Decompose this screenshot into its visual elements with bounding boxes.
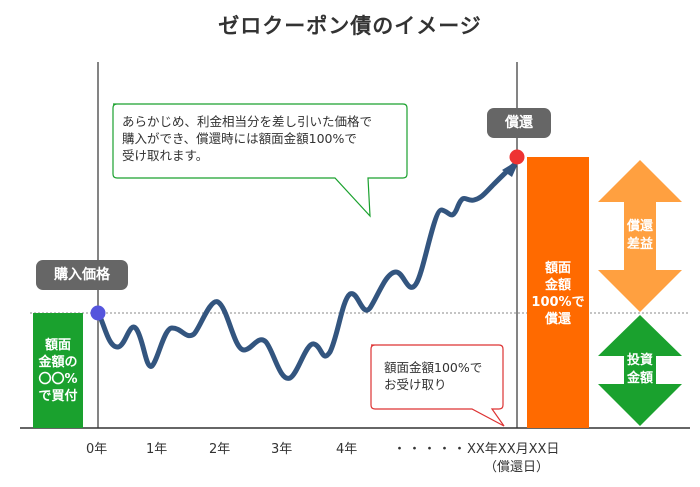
gain-arrow-label: 償還 差益	[620, 218, 660, 254]
redemption-label: 償還	[487, 108, 551, 138]
face-value-box: 額面 金額 100%で 償還	[527, 157, 589, 428]
purchase-dot	[90, 305, 106, 321]
face-box-line-4: 償還	[544, 312, 571, 327]
top-callout-bubble	[112, 103, 408, 218]
top-callout-text: あらかじめ、利金相当分を差し引いた価格で 購入ができ、償還時には額面金額100%…	[122, 113, 372, 164]
gain-label-line-2: 差益	[626, 237, 653, 252]
gain-label-line-1: 償還	[626, 219, 653, 234]
top-callout-line-1: あらかじめ、利金相当分を差し引いた価格で	[122, 114, 373, 129]
redemption-dot	[509, 149, 525, 165]
price-line	[95, 162, 517, 381]
purchase-price-label: 購入価格	[36, 260, 128, 290]
face-box-line-2: 金額	[544, 278, 571, 293]
buy-amount-box: 額面 金額の 〇〇% で買付	[33, 313, 83, 428]
bottom-callout-line-2: お受け取り	[384, 377, 447, 392]
face-box-line-3: 100%で	[531, 295, 585, 310]
tick-year-3: 3年	[271, 442, 293, 457]
buy-box-line-1: 額面	[44, 337, 71, 353]
buy-box-line-2: 金額の	[38, 354, 78, 370]
tick-year-4: 4年	[336, 442, 358, 457]
tick-year-2: 2年	[209, 442, 231, 457]
buy-box-line-3: 〇〇%	[38, 371, 78, 387]
tick-year-0: 0年	[86, 442, 108, 457]
invest-label-line-2: 金額	[626, 371, 653, 386]
invest-arrow-label: 投資 金額	[620, 352, 660, 388]
invest-arrow	[598, 315, 682, 426]
face-box-line-1: 額面	[544, 261, 571, 276]
bottom-callout-text: 額面金額100%で お受け取り	[384, 359, 482, 393]
tick-year-1: 1年	[146, 442, 168, 457]
gain-arrow	[598, 160, 682, 312]
page-title: ゼロクーポン債のイメージ	[218, 14, 482, 38]
tick-ellipsis: ・・・・・	[393, 442, 469, 457]
bottom-callout-bubble	[370, 344, 505, 427]
top-callout-line-2: 購入ができ、償還時には額面金額100%で	[122, 131, 357, 146]
top-callout-line-3: 受け取れます。	[122, 148, 209, 163]
bottom-callout-line-1: 額面金額100%で	[384, 360, 483, 375]
tick-redemption-date: XX年XX月XX日	[467, 442, 560, 457]
buy-box-line-4: で買付	[38, 388, 78, 404]
invest-label-line-1: 投資	[626, 353, 653, 368]
tick-redemption-day: （償還日）	[484, 460, 550, 475]
